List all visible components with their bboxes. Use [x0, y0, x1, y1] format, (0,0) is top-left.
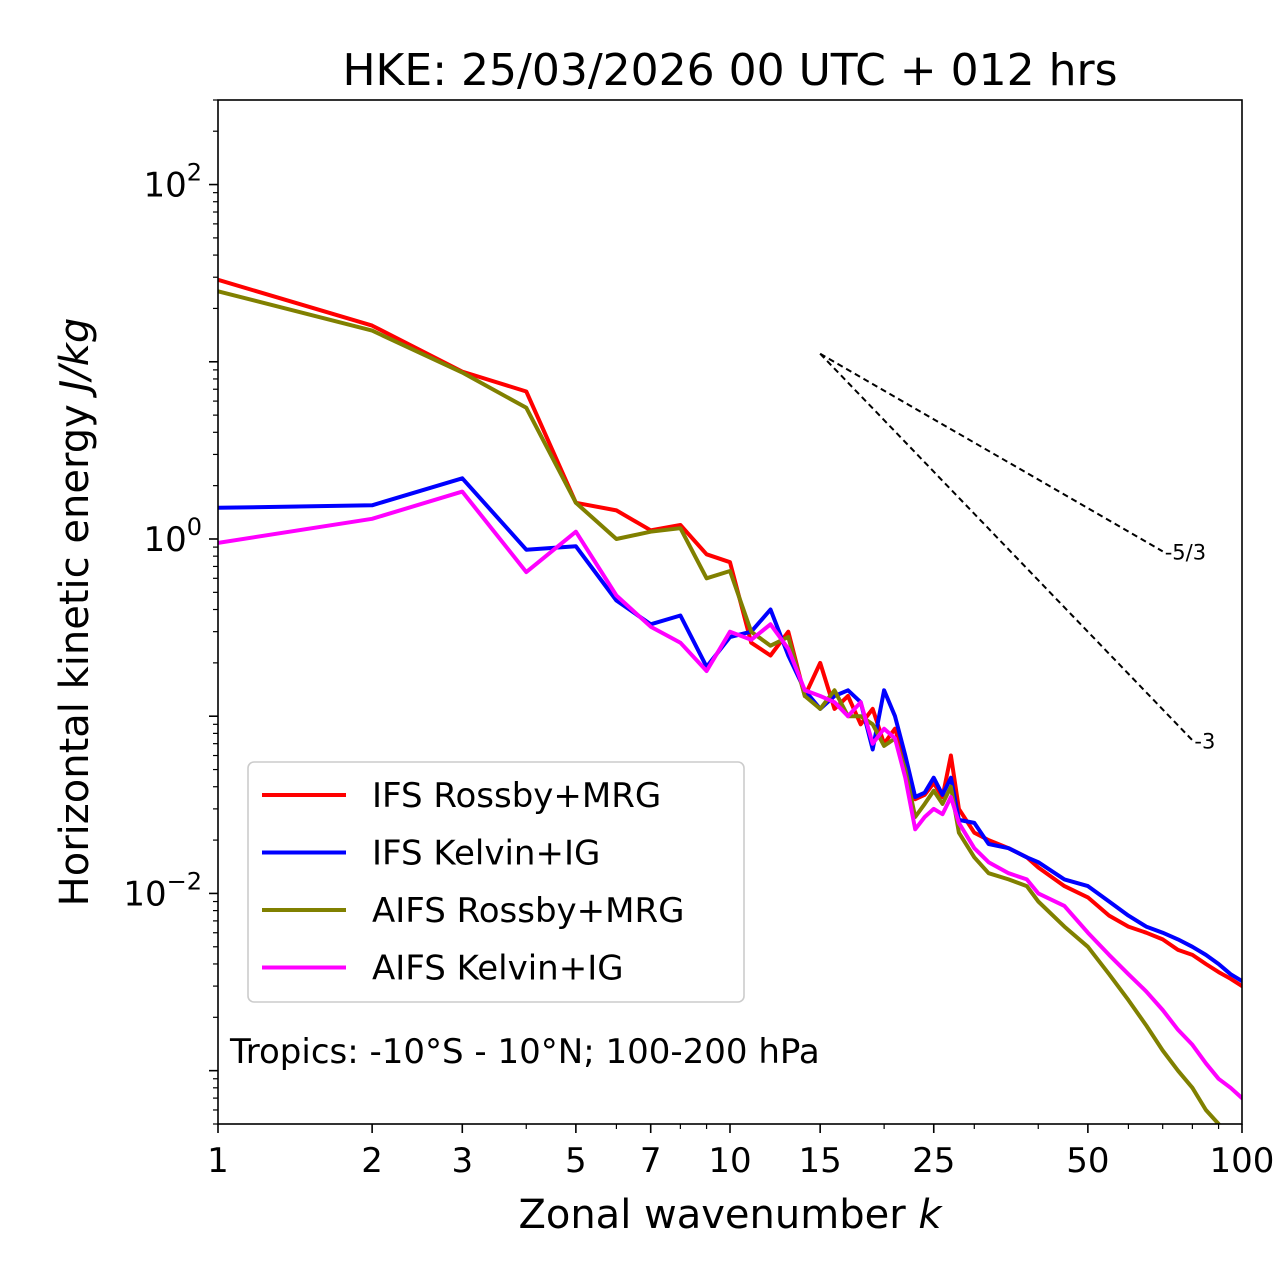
x-tick-label: 2 — [361, 1141, 383, 1181]
x-axis-label: Zonal wavenumber k — [518, 1192, 943, 1238]
x-tick-label: 10 — [708, 1141, 751, 1181]
x-axis-label-variable: k — [918, 1192, 943, 1238]
reference-label-slope-5-3: -5/3 — [1165, 540, 1206, 564]
x-tick-label: 7 — [640, 1141, 662, 1181]
series-layer — [218, 277, 1242, 1124]
x-tick-label: 50 — [1066, 1141, 1109, 1181]
y-axis-label-unit: J/kg — [52, 318, 98, 399]
y-tick-label-exponent: 2 — [187, 159, 202, 187]
x-axis-label-text: Zonal wavenumber — [518, 1192, 906, 1238]
series-line-aifs-kelvin-ig — [218, 489, 1242, 1101]
y-tick-label: 100 — [143, 513, 202, 560]
y-tick-label-exponent: 0 — [187, 513, 202, 541]
legend-label-aifs-kelvin-ig: AIFS Kelvin+IG — [372, 949, 624, 989]
y-tick-label-exponent: −2 — [167, 867, 202, 895]
x-tick-label: 5 — [565, 1141, 587, 1181]
legend-label-ifs-kelvin-ig: IFS Kelvin+IG — [372, 834, 600, 874]
legend-label-aifs-rossby-mrg: AIFS Rossby+MRG — [372, 891, 684, 931]
reference-label-slope-3: -3 — [1194, 729, 1215, 753]
series-line-ifs-kelvin-ig — [218, 476, 1242, 984]
y-tick-label-base: 10 — [143, 520, 186, 560]
chart-title: HKE: 25/03/2026 00 UTC + 012 hrs — [342, 45, 1117, 96]
y-tick-label-base: 10 — [123, 874, 166, 914]
x-tick-label: 1 — [207, 1141, 229, 1181]
legend-box — [247, 761, 745, 1003]
legend-label-ifs-rossby-mrg: IFS Rossby+MRG — [372, 776, 661, 816]
series-line-aifs-rossby-mrg — [218, 289, 1222, 1124]
x-tick-label: 15 — [799, 1141, 842, 1181]
legend: IFS Rossby+MRG IFS Kelvin+IG AIFS Rossby+M… — [247, 761, 745, 1003]
x-tick-label: 3 — [451, 1141, 473, 1181]
x-tick-label: 100 — [1210, 1141, 1275, 1181]
y-tick-label: 102 — [143, 159, 202, 206]
reference-lines: -5/3 -3 — [819, 352, 1215, 753]
x-axis-label-spacer — [906, 1192, 919, 1238]
reference-line-slope-5-3 — [819, 352, 1164, 553]
y-axis-label-spacer — [52, 392, 98, 405]
series-line-ifs-rossby-mrg — [218, 277, 1242, 989]
y-tick-label: 10−2 — [123, 867, 202, 914]
y-axis-label: Horizontal kinetic energy J/kg — [52, 318, 98, 907]
y-tick-label-base: 10 — [143, 166, 186, 206]
region-annotation: Tropics: -10°S - 10°N; 100-200 hPa — [229, 1032, 820, 1072]
x-tick-label: 25 — [912, 1141, 955, 1181]
y-axis-label-text: Horizontal kinetic energy — [52, 404, 98, 906]
